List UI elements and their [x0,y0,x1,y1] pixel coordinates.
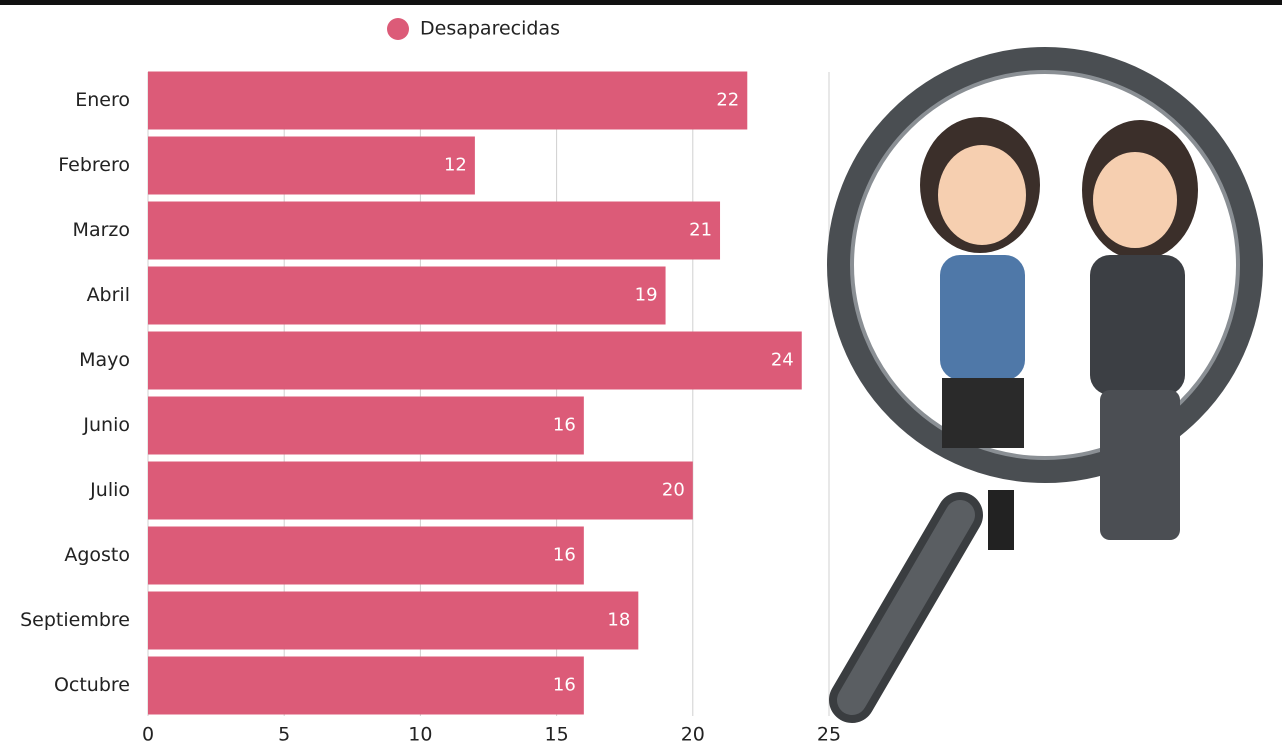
bar [148,526,584,585]
y-tick-label: Julio [89,479,130,501]
bar [148,266,666,325]
girl1-sock [988,490,1014,550]
y-tick-label: Enero [75,89,130,111]
value-label: 22 [716,90,739,111]
x-tick-label: 0 [142,724,154,746]
value-label: 20 [662,480,685,501]
top-band [0,0,1282,5]
girl2-jacket [1090,255,1185,395]
x-tick-label: 10 [408,724,432,746]
bar [148,331,802,390]
bar [148,71,748,130]
bar [148,396,584,455]
bar [148,591,639,650]
bar [148,656,584,715]
y-tick-label: Junio [82,414,130,436]
girl1-sweater [940,255,1025,380]
y-tick-label: Marzo [73,219,130,241]
value-label: 24 [771,350,794,371]
value-label: 19 [635,285,658,306]
y-tick-label: Agosto [64,544,130,566]
legend-marker [387,18,409,40]
value-label: 21 [689,220,712,241]
value-label: 12 [444,155,467,176]
y-tick-label: Octubre [54,674,130,696]
illustration [827,47,1263,723]
value-label: 18 [607,610,630,631]
bar [148,461,693,520]
value-label: 16 [553,415,576,436]
y-tick-label: Febrero [58,154,130,176]
magnifier-lens [827,47,1263,483]
girl2-pants [1100,390,1180,540]
girl2-face [1093,152,1177,248]
x-tick-label: 20 [681,724,705,746]
girl1-face [938,145,1026,245]
magnifier-rim [850,70,1240,460]
x-tick-label: 15 [545,724,569,746]
legend-label: Desaparecidas [420,18,560,40]
girl1-skirt [942,378,1024,448]
y-tick-label: Abril [87,284,130,306]
bar [148,136,475,195]
y-tick-label: Septiembre [20,609,130,631]
value-label: 16 [553,545,576,566]
x-tick-label: 5 [278,724,290,746]
bar [148,201,721,260]
magnifier-handle-inner [837,500,975,715]
x-tick-label: 25 [817,724,841,746]
y-tick-label: Mayo [79,349,130,371]
value-label: 16 [553,675,576,696]
